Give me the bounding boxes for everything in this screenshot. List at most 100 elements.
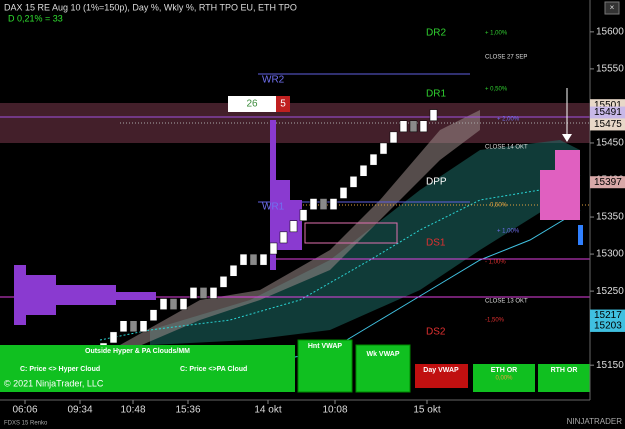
- renko-brick: [309, 198, 318, 210]
- price-tag: [590, 319, 625, 332]
- note: CLOSE 27 SEP: [485, 55, 527, 61]
- renko-brick: [169, 298, 178, 310]
- level-label: DR1: [426, 89, 446, 100]
- renko-brick: [109, 331, 118, 344]
- y-tick-label: 15450: [596, 138, 624, 149]
- note: CLOSE 13 OKT: [485, 299, 528, 305]
- renko-brick: [379, 142, 388, 155]
- x-tick-label: 15:36: [175, 405, 200, 416]
- price-tag-label: 15501: [594, 100, 622, 111]
- renko-brick: [209, 287, 218, 299]
- note: CLOSE 14 OKT: [485, 145, 528, 151]
- renko-brick: [369, 153, 378, 166]
- button[interactable]: [415, 364, 468, 388]
- y-tick-label: 15300: [596, 249, 624, 260]
- button-label[interactable]: Hnt VWAP: [308, 343, 343, 350]
- y-tick-label: 15550: [596, 64, 624, 75]
- note: + 1,00%: [485, 31, 508, 37]
- daily-change: D 0,21% = 33: [8, 13, 63, 23]
- price-tag: [590, 176, 625, 189]
- renko-brick: [329, 198, 338, 210]
- button-note: 0,00%: [495, 376, 513, 382]
- price-tag-label: 15475: [594, 119, 622, 130]
- instrument: FDXS 15 Renko: [4, 421, 48, 427]
- button-label[interactable]: Day VWAP: [423, 367, 459, 374]
- button-label[interactable]: C: Price <> Hyper Cloud: [20, 366, 100, 373]
- renko-brick: [259, 253, 268, 266]
- x-tick-label: 15 okt: [413, 405, 440, 416]
- close-button[interactable]: [604, 1, 620, 15]
- chart-title: DAX 15 RE Aug 10 (1%=150p), Day %, Wkly …: [4, 2, 297, 12]
- button[interactable]: [355, 344, 411, 393]
- counter-left: 26: [246, 99, 258, 110]
- button-label[interactable]: ETH OR: [491, 367, 517, 374]
- renko-brick: [189, 287, 198, 299]
- x-tick-label: 10:48: [120, 405, 145, 416]
- button[interactable]: [297, 339, 353, 393]
- renko-brick: [249, 253, 258, 266]
- bricks: [99, 109, 438, 355]
- x-tick-label: 10:08: [322, 405, 347, 416]
- level-label: DS2: [426, 327, 446, 338]
- level-label: DPP: [426, 177, 447, 188]
- renko-brick: [179, 298, 188, 310]
- button-label[interactable]: Outside Hyper & PA Clouds/MM: [85, 348, 190, 355]
- button-label[interactable]: C: Price <>PA Cloud: [180, 366, 247, 373]
- x-tick-label: 14 okt: [254, 405, 281, 416]
- y-tick-label: 15250: [596, 286, 624, 297]
- marker: [578, 225, 583, 245]
- renko-brick: [119, 320, 128, 333]
- button-label[interactable]: Wk VWAP: [366, 351, 399, 358]
- renko-brick: [239, 253, 248, 266]
- renko-brick: [339, 187, 348, 199]
- level-label: DR2: [426, 28, 446, 39]
- copyright: © 2021 NinjaTrader, LLC: [4, 378, 104, 388]
- renko-brick: [389, 131, 398, 144]
- renko-brick: [349, 176, 358, 188]
- renko-brick: [279, 231, 288, 244]
- price-tag-label: 15203: [594, 321, 622, 332]
- renko-brick: [429, 109, 438, 121]
- level-label: WR1: [262, 202, 285, 213]
- price-tag-label: 15491: [594, 107, 622, 118]
- close-icon[interactable]: ×: [610, 3, 615, 12]
- y-tick-label: 15350: [596, 212, 624, 223]
- x-tick-label: 09:34: [67, 405, 92, 416]
- note: + 2,00%: [497, 117, 520, 123]
- brand: NINJATRADER: [567, 417, 623, 426]
- vwap: [99, 174, 581, 341]
- counter-box: [276, 96, 290, 112]
- button[interactable]: [473, 364, 535, 392]
- volume-profile: [540, 150, 580, 220]
- level-label: WR2: [262, 75, 285, 86]
- button[interactable]: [0, 345, 295, 392]
- renko-brick: [319, 198, 328, 210]
- button[interactable]: [538, 364, 590, 392]
- renko-brick: [289, 220, 298, 233]
- renko-brick: [229, 264, 238, 277]
- highlight-box: [304, 222, 398, 244]
- note: - 1,00%: [485, 260, 506, 266]
- renko-brick: [299, 209, 308, 221]
- y-tick-label: 15600: [596, 26, 624, 37]
- renko-brick: [359, 164, 368, 177]
- button-label[interactable]: RTH OR: [551, 367, 578, 374]
- x-tick-label: 06:06: [12, 405, 37, 416]
- note: + 0,50%: [485, 87, 508, 93]
- y-tick-label: 15150: [596, 360, 624, 371]
- price-tag: [590, 106, 625, 119]
- price-tag-label: 15397: [594, 177, 622, 188]
- note: -1,50%: [485, 318, 505, 324]
- renko-brick: [129, 320, 138, 333]
- renko-brick: [409, 120, 418, 133]
- counter-right: 5: [280, 99, 286, 110]
- level-label: DS1: [426, 238, 446, 249]
- counter-box: [228, 96, 276, 112]
- arrow-head: [562, 134, 572, 142]
- volume-profile: [14, 120, 302, 325]
- renko-brick: [149, 309, 158, 321]
- price-tag: [590, 118, 625, 131]
- renko-brick: [199, 287, 208, 299]
- renko-brick: [269, 242, 278, 255]
